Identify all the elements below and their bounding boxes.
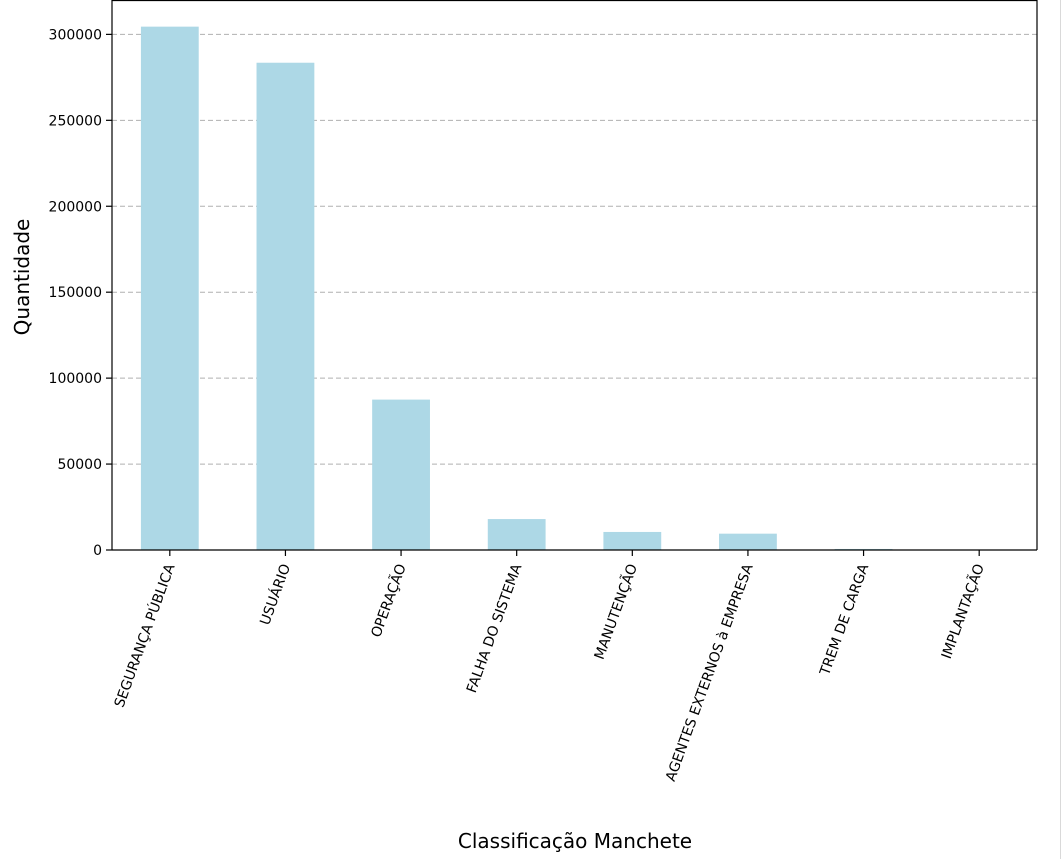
x-ticks-layer: SEGURANÇA PÚBLICA USUÁRIO OPERAÇÃO FALHA DO… — [110, 550, 988, 784]
grid-layer — [112, 33, 1037, 465]
bar — [603, 531, 662, 550]
x-axis-label: Classificação Manchete — [458, 829, 692, 853]
x-tick-label: MANUTENÇÃO — [591, 562, 641, 662]
y-axis-label: Quantidade — [10, 219, 34, 336]
y-tick-label: 100000 — [49, 371, 102, 387]
x-tick-label: SEGURANÇA PÚBLICA — [110, 561, 179, 710]
x-tick-label: OPERAÇÃO — [368, 562, 410, 640]
x-tick-label: AGENTES EXTERNOS à EMPRESA — [663, 562, 757, 784]
x-tick-label: FALHA DO SISTEMA — [464, 561, 526, 695]
y-tick-label: 150000 — [49, 285, 102, 301]
x-tick-label: IMPLANTAÇÃO — [938, 562, 988, 662]
axes-layer — [111, 0, 1061, 859]
y-tick-label: 50000 — [57, 457, 102, 473]
y-ticks-layer: 0 50000 100000 150000 200000 250000 300000 — [49, 27, 112, 559]
y-tick-label: 250000 — [49, 113, 102, 129]
x-tick-label: TREM DE CARGA — [817, 562, 873, 679]
x-tick-label: USUÁRIO — [256, 562, 294, 628]
bar — [372, 399, 430, 550]
bar — [256, 62, 315, 550]
y-tick-label: 300000 — [49, 27, 102, 43]
bars-layer — [140, 26, 1009, 550]
bar — [487, 519, 546, 550]
y-tick-label: 200000 — [49, 199, 102, 215]
bar — [719, 533, 777, 550]
bar — [140, 26, 199, 550]
y-tick-label: 0 — [93, 543, 102, 559]
